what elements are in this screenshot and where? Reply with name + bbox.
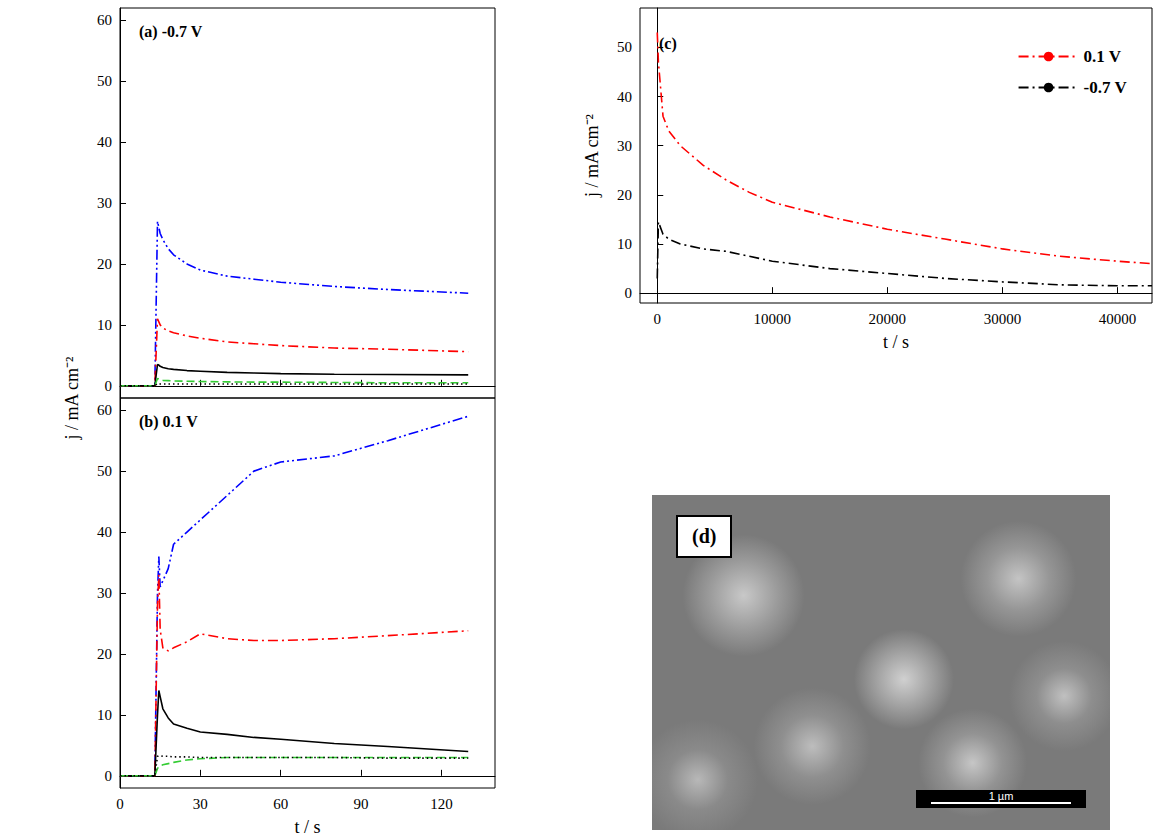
svg-text:t / s: t / s [294,817,320,837]
svg-text:t / s: t / s [883,332,909,352]
svg-text:90: 90 [354,796,369,812]
svg-text:10: 10 [97,707,112,723]
svg-text:50: 50 [97,73,112,89]
svg-text:60: 60 [97,12,112,28]
svg-text:20: 20 [97,256,112,272]
svg-text:j / mA cm⁻²: j / mA cm⁻² [582,114,602,198]
svg-text:0: 0 [116,796,124,812]
svg-text:10000: 10000 [754,311,792,327]
svg-text:10: 10 [97,317,112,333]
svg-text:120: 120 [430,796,453,812]
svg-text:(a) -0.7 V: (a) -0.7 V [139,23,203,41]
html-text:(d): (d) [692,525,717,547]
svg-text:40: 40 [97,524,112,540]
svg-text:0: 0 [105,768,113,784]
svg-text:(b) 0.1 V: (b) 0.1 V [139,413,198,431]
svg-text:20: 20 [617,187,632,203]
svg-text:30: 30 [97,585,112,601]
svg-text:50: 50 [97,463,112,479]
svg-text:30: 30 [617,138,632,154]
svg-text:20000: 20000 [869,311,907,327]
svg-text:40: 40 [617,89,632,105]
svg-text:30: 30 [97,195,112,211]
svg-text:50: 50 [617,39,632,55]
svg-text:40000: 40000 [1099,311,1137,327]
svg-text:10: 10 [617,236,632,252]
svg-text:-0.7 V: -0.7 V [1084,78,1128,97]
svg-text:20: 20 [97,646,112,662]
svg-text:0: 0 [625,285,633,301]
svg-text:40: 40 [97,134,112,150]
svg-text:(c): (c) [659,35,677,53]
svg-text:30: 30 [193,796,208,812]
svg-text:0: 0 [654,311,662,327]
svg-text:j / mA cm⁻²: j / mA cm⁻² [62,357,82,441]
svg-text:60: 60 [273,796,288,812]
html-text:1 µm: 1 µm [988,790,1014,802]
svg-text:60: 60 [97,402,112,418]
svg-text:30000: 30000 [984,311,1022,327]
svg-text:0: 0 [105,378,113,394]
svg-text:0.1 V: 0.1 V [1084,47,1122,66]
